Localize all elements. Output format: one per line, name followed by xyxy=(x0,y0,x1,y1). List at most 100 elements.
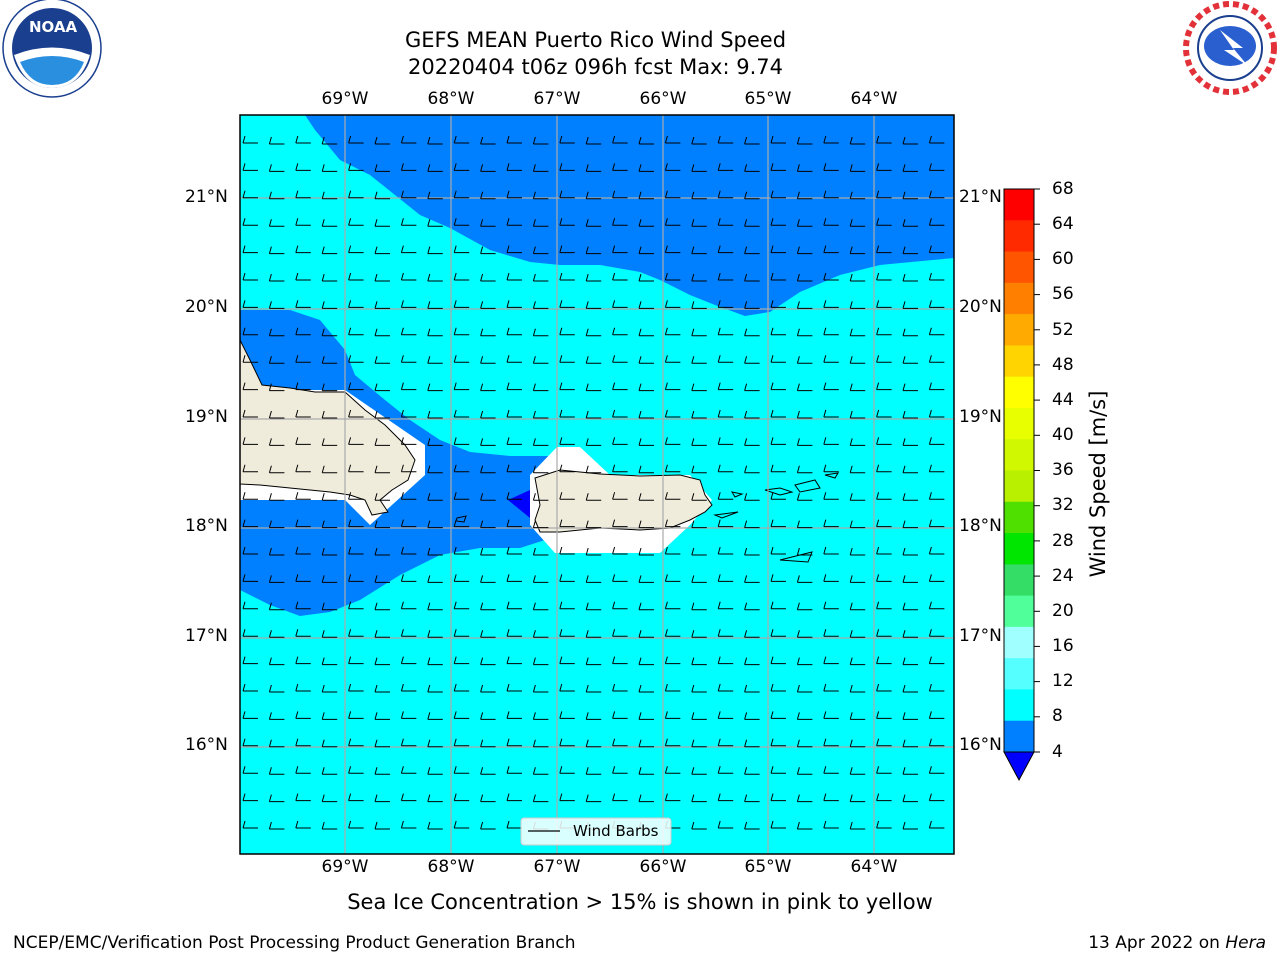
wind-barb xyxy=(717,820,734,829)
wind-barb xyxy=(453,793,470,802)
wind-barb xyxy=(664,245,681,254)
wind-barb xyxy=(664,464,681,473)
wind-barb xyxy=(717,218,734,226)
wind-barb xyxy=(585,547,602,556)
wind-barb xyxy=(268,520,285,529)
wind-barb xyxy=(242,135,258,144)
wind-barb xyxy=(295,355,311,363)
wind-barb xyxy=(453,629,470,637)
wind-barb xyxy=(532,438,549,446)
wind-barb xyxy=(321,602,338,611)
wind-barb xyxy=(876,437,892,445)
wind-barb xyxy=(506,464,522,473)
wind-barb xyxy=(849,520,866,529)
wind-barb xyxy=(532,739,549,748)
wind-barb xyxy=(612,218,628,226)
wind-barb xyxy=(532,547,549,556)
wind-barb xyxy=(612,519,628,528)
wind-barb xyxy=(902,410,918,419)
wind-barb xyxy=(902,383,918,392)
wind-barb xyxy=(638,739,654,748)
wind-barb xyxy=(400,574,417,582)
wind-barb xyxy=(823,135,839,144)
wind-barb xyxy=(506,437,522,445)
wind-barb xyxy=(638,493,654,501)
wind-barb xyxy=(585,273,602,282)
wind-barb xyxy=(348,820,364,829)
wind-barb xyxy=(427,356,443,364)
wind-barb xyxy=(532,657,549,666)
wind-barb xyxy=(348,163,364,171)
wind-barb xyxy=(268,301,285,309)
wind-barb xyxy=(532,602,549,611)
wind-barb xyxy=(770,409,786,418)
wind-barb xyxy=(691,630,707,638)
wind-barb xyxy=(348,574,364,582)
wind-barb xyxy=(400,190,417,199)
lon-label-top: 69°W xyxy=(321,89,369,109)
wind-barb xyxy=(691,136,707,145)
wind-barb xyxy=(770,355,786,363)
wind-barb xyxy=(348,656,364,665)
wind-barb xyxy=(506,738,522,747)
wind-barb xyxy=(321,328,338,337)
wind-barb xyxy=(928,163,945,171)
wind-barb xyxy=(480,684,496,693)
wind-barb xyxy=(717,574,734,582)
wind-barb xyxy=(295,218,311,226)
lat-label-right: 18°N xyxy=(959,516,1002,536)
lon-label-bottom: 67°W xyxy=(533,857,581,877)
wind-barb xyxy=(453,738,470,747)
wind-barb xyxy=(770,574,786,582)
wind-barb xyxy=(691,191,707,200)
wind-barb xyxy=(295,574,311,582)
wind-barb xyxy=(295,190,311,199)
wind-barb xyxy=(400,766,417,774)
wind-barb xyxy=(928,409,945,418)
wind-barb xyxy=(638,547,654,556)
wind-barb xyxy=(427,136,443,145)
wind-barb xyxy=(717,190,734,199)
wind-barb xyxy=(400,245,417,254)
wind-barb xyxy=(823,382,839,391)
wind-barb xyxy=(717,245,734,254)
wind-barb xyxy=(612,409,628,418)
wind-barb xyxy=(612,327,628,336)
wind-barb xyxy=(400,793,417,802)
wind-barb xyxy=(400,546,417,555)
wind-barb xyxy=(532,301,549,309)
wind-barb xyxy=(427,191,443,200)
colorbar-segment xyxy=(1004,470,1034,503)
wind-barb xyxy=(559,766,575,774)
wind-barb xyxy=(268,712,285,720)
wind-barb xyxy=(612,683,628,692)
wind-barb xyxy=(849,356,866,364)
wind-barb xyxy=(928,656,945,665)
wind-barb xyxy=(348,272,364,281)
wind-barb xyxy=(928,245,945,254)
wind-barb xyxy=(348,300,364,308)
wind-barb xyxy=(770,245,786,254)
wind-barb xyxy=(559,793,575,802)
wind-barb xyxy=(427,630,443,638)
wind-barb xyxy=(664,135,681,144)
wind-barb xyxy=(374,246,390,255)
colorbar-segment xyxy=(1004,501,1034,534)
wind-barb xyxy=(691,602,707,611)
wind-barb xyxy=(374,356,390,364)
wind-barb xyxy=(770,272,786,281)
wind-barb xyxy=(348,135,364,144)
wind-barb xyxy=(849,383,866,392)
wind-barb xyxy=(506,218,522,226)
wind-barb xyxy=(638,356,654,364)
wind-barb xyxy=(770,711,786,719)
wind-barb xyxy=(348,492,364,500)
wind-barb xyxy=(876,327,892,336)
wind-barb xyxy=(295,738,311,747)
wind-barb xyxy=(691,356,707,364)
wind-barb xyxy=(427,493,443,501)
wind-barb xyxy=(902,821,918,830)
wind-barb xyxy=(268,465,285,474)
wind-barb xyxy=(532,164,549,172)
wind-barb xyxy=(559,327,575,336)
